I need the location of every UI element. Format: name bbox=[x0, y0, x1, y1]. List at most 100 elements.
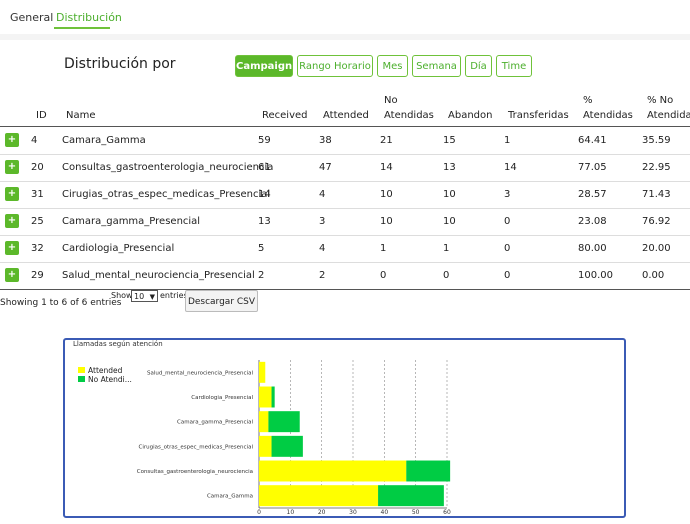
x-tick-label: 0 bbox=[257, 509, 261, 516]
cell-received: 2 bbox=[258, 270, 265, 281]
cell-pct-atendidas: 100.00 bbox=[578, 270, 613, 281]
cell-abandon: 0 bbox=[443, 270, 450, 281]
cell-no-atendidas: 21 bbox=[380, 135, 393, 146]
cell-no-atendidas: 14 bbox=[380, 162, 393, 173]
bar-no-atendidas bbox=[406, 460, 451, 482]
table-bottom-divider bbox=[0, 289, 690, 290]
cell-transferidas: 0 bbox=[504, 216, 511, 227]
header-transferidas[interactable]: Transferidas bbox=[508, 110, 569, 121]
y-category-label: Camara_Gamma bbox=[207, 494, 253, 500]
cell-transferidas: 3 bbox=[504, 189, 511, 200]
entries-label: entries bbox=[160, 291, 188, 300]
expand-row-button[interactable]: + bbox=[5, 133, 19, 147]
page-size-select[interactable]: 10 ▼ bbox=[131, 290, 158, 302]
cell-abandon: 13 bbox=[443, 162, 456, 173]
y-category-label: Salud_mental_neurociencia_Presencial bbox=[147, 370, 254, 376]
cell-pct-no-atendidas: 71.43 bbox=[642, 189, 671, 200]
top-navigation: General Distribución bbox=[0, 0, 690, 34]
campaign-button[interactable]: Campaign bbox=[235, 55, 293, 77]
cell-transferidas: 0 bbox=[504, 270, 511, 281]
bar-attended bbox=[259, 386, 272, 408]
cell-pct-no-atendidas: 76.92 bbox=[642, 216, 671, 227]
cell-pct-no-atendidas: 22.95 bbox=[642, 162, 671, 173]
cell-abandon: 10 bbox=[443, 216, 456, 227]
expand-row-button[interactable]: + bbox=[5, 160, 19, 174]
expand-row-button[interactable]: + bbox=[5, 241, 19, 255]
cell-id: 25 bbox=[31, 216, 44, 227]
show-label: Show bbox=[111, 291, 133, 300]
chevron-down-icon: ▼ bbox=[149, 293, 155, 301]
table-info: Showing 1 to 6 of 6 entries bbox=[0, 298, 122, 308]
tab-distribucion[interactable]: Distribución bbox=[56, 11, 122, 24]
cell-transferidas: 0 bbox=[504, 243, 511, 254]
download-csv-button[interactable]: Descargar CSV bbox=[185, 290, 258, 312]
cell-id: 31 bbox=[31, 189, 44, 200]
y-category-label: Cardiologia_Presencial bbox=[191, 395, 253, 401]
cell-attended: 47 bbox=[319, 162, 332, 173]
header-received[interactable]: Received bbox=[262, 110, 308, 121]
cell-name: Camara_Gamma bbox=[62, 135, 146, 146]
x-tick-label: 30 bbox=[349, 509, 357, 516]
bar-attended bbox=[259, 435, 272, 457]
header-abandon[interactable]: Abandon bbox=[448, 110, 493, 121]
attention-chart: Llamadas según atención Attended No Atendi… bbox=[63, 338, 626, 518]
cell-name: Cardiologia_Presencial bbox=[62, 243, 175, 254]
bar-no-atendidas bbox=[271, 386, 275, 408]
header-pct-atendidas-line1[interactable]: % bbox=[583, 95, 593, 106]
cell-name: Salud_mental_neurociencia_Presencial bbox=[62, 270, 255, 281]
header-no-atendidas-line1[interactable]: No bbox=[384, 95, 398, 106]
cell-received: 5 bbox=[258, 243, 265, 254]
cell-id: 20 bbox=[31, 162, 44, 173]
y-category-label: Cirugias_otras_espec_medicas_Presencial bbox=[139, 444, 254, 450]
header-pct-no-atendidas-line1[interactable]: % No bbox=[647, 95, 674, 106]
table-row: +32 Cardiologia_Presencial 5 4 1 1 0 80.00 20.00 bbox=[0, 235, 690, 263]
cell-no-atendidas: 1 bbox=[380, 243, 387, 254]
expand-row-button[interactable]: + bbox=[5, 187, 19, 201]
bar-no-atendidas bbox=[378, 485, 444, 507]
chart-title: Llamadas según atención bbox=[73, 340, 163, 348]
cell-attended: 4 bbox=[319, 243, 326, 254]
dia-button[interactable]: Día bbox=[465, 55, 492, 77]
cell-pct-no-atendidas: 20.00 bbox=[642, 243, 671, 254]
bar-no-atendidas bbox=[271, 435, 303, 457]
cell-attended: 2 bbox=[319, 270, 326, 281]
expand-row-button[interactable]: + bbox=[5, 214, 19, 228]
active-tab-indicator bbox=[54, 27, 110, 29]
table-row: +31 Cirugias_otras_espec_medicas_Presenci… bbox=[0, 181, 690, 209]
header-pct-no-atendidas-line2[interactable]: Atendidas bbox=[647, 110, 690, 121]
y-category-label: Consultas_gastroenterologia_neurociencia bbox=[137, 469, 253, 475]
cell-name: Camara_gamma_Presencial bbox=[62, 216, 201, 227]
header-attended[interactable]: Attended bbox=[323, 110, 369, 121]
x-tick-label: 10 bbox=[287, 509, 295, 516]
cell-received: 13 bbox=[258, 216, 271, 227]
distribution-title: Distribución por bbox=[64, 56, 176, 72]
mes-button[interactable]: Mes bbox=[377, 55, 408, 77]
bar-attended bbox=[259, 361, 266, 383]
cell-pct-atendidas: 77.05 bbox=[578, 162, 607, 173]
header-id[interactable]: ID bbox=[36, 110, 47, 121]
header-divider bbox=[0, 126, 690, 127]
header-name[interactable]: Name bbox=[66, 110, 96, 121]
semana-button[interactable]: Semana bbox=[412, 55, 461, 77]
rango-horario-button[interactable]: Rango Horario bbox=[297, 55, 373, 77]
legend-swatch-no-atendidas bbox=[78, 376, 85, 382]
y-category-label: Camara_gamma_Presencial bbox=[177, 420, 253, 426]
time-button[interactable]: Time bbox=[496, 55, 532, 77]
cell-no-atendidas: 10 bbox=[380, 216, 393, 227]
cell-name: Consultas_gastroenterologia_neurociencia bbox=[62, 162, 274, 173]
cell-attended: 3 bbox=[319, 216, 326, 227]
table-row: +20 Consultas_gastroenterologia_neurocien… bbox=[0, 154, 690, 182]
x-tick-label: 20 bbox=[318, 509, 326, 516]
cell-pct-no-atendidas: 35.59 bbox=[642, 135, 671, 146]
header-no-atendidas-line2[interactable]: Atendidas bbox=[384, 110, 434, 121]
header-pct-atendidas-line2[interactable]: Atendidas bbox=[583, 110, 633, 121]
cell-id: 4 bbox=[31, 135, 38, 146]
cell-no-atendidas: 0 bbox=[380, 270, 387, 281]
bar-no-atendidas bbox=[268, 411, 300, 433]
cell-pct-atendidas: 64.41 bbox=[578, 135, 607, 146]
expand-row-button[interactable]: + bbox=[5, 268, 19, 282]
section-separator bbox=[0, 34, 690, 40]
legend-label-no-atendidas: No Atendi... bbox=[88, 375, 132, 384]
tab-general[interactable]: General bbox=[10, 11, 54, 24]
